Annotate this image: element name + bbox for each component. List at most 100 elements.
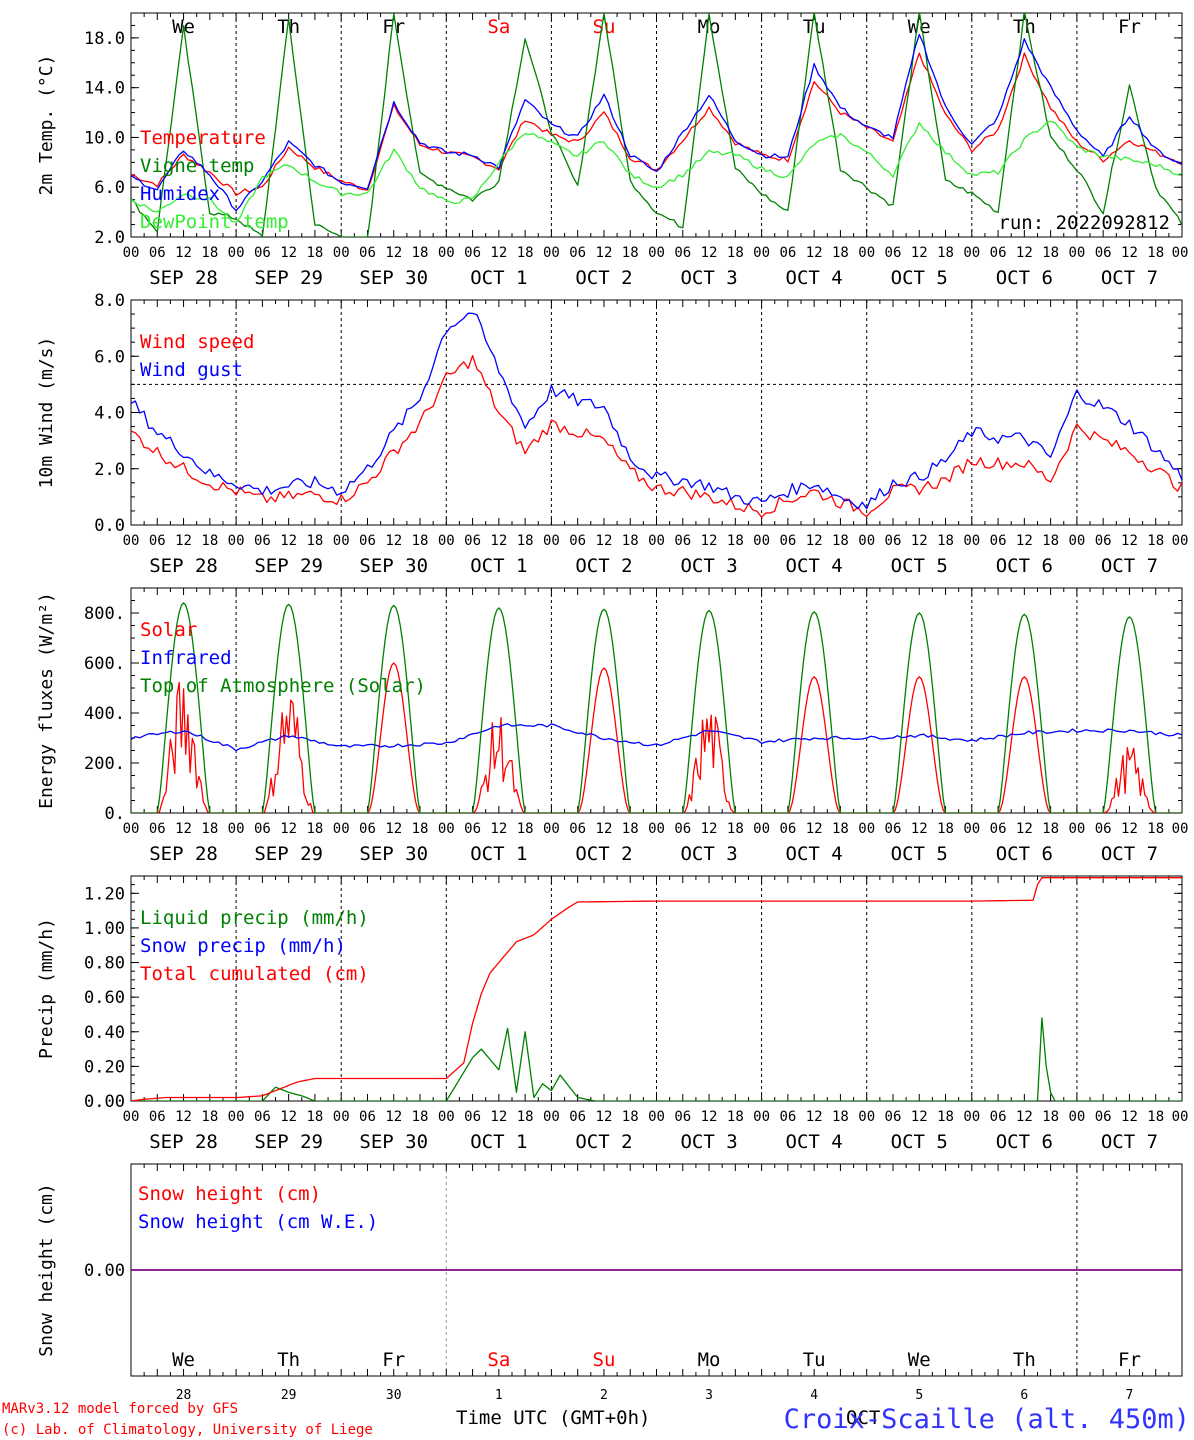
hour-label: 00	[438, 245, 455, 261]
hour-label: 06	[149, 1109, 166, 1125]
hour-label: 06	[779, 533, 796, 549]
y-tick-label: 4.0	[94, 404, 125, 424]
y-axis-label: Precip (mm/h)	[36, 918, 57, 1059]
footer: MARv3.12 model forced by GFS (c) Lab. of…	[2, 1401, 1190, 1438]
date-label: OCT 6	[996, 1131, 1053, 1153]
series-line-solar	[131, 662, 1182, 813]
hour-label: 12	[175, 245, 192, 261]
y-tick-label: 0.00	[84, 1092, 125, 1112]
hour-label: 12	[806, 533, 823, 549]
y-tick-label: 0.20	[84, 1057, 125, 1077]
y-tick-label: 8.0	[94, 291, 125, 311]
date-label: SEP 28	[149, 1131, 218, 1153]
date-label: OCT 1	[470, 1131, 527, 1153]
hour-label: 12	[596, 533, 613, 549]
panel-4: 0.00 0.20 0.40 0.60 0.80 1.00 1.20 Precip (mm/h…	[36, 875, 1188, 1153]
day-of-week-label: Su	[593, 16, 616, 38]
y-tick-label: 600.	[84, 654, 125, 674]
y-tick-label: 1.20	[84, 884, 125, 904]
hour-label: 06	[464, 1109, 481, 1125]
model-credit: MARv3.12 model forced by GFS	[2, 1401, 238, 1417]
hour-label: 18	[937, 533, 954, 549]
hour-label: 06	[885, 1109, 902, 1125]
hour-label: 18	[412, 1109, 429, 1125]
day-number-label: 30	[386, 1388, 402, 1403]
y-tick-label: 400.	[84, 704, 125, 724]
day-number-label: 6	[1020, 1388, 1028, 1403]
hour-label: 12	[1016, 533, 1033, 549]
hour-label: 12	[911, 821, 928, 837]
hour-label: 18	[517, 1109, 534, 1125]
panel-1: 2.0 6.0 10.0 14.0 18.0 2m Temp. (°C) 00 06 12 18 S…	[36, 12, 1188, 289]
hour-label: 06	[359, 821, 376, 837]
hour-label: 18	[832, 821, 849, 837]
y-tick-label: 0.60	[84, 988, 125, 1008]
hour-label: 18	[937, 1109, 954, 1125]
hour-label: 06	[1095, 245, 1112, 261]
date-label: SEP 30	[359, 555, 428, 577]
date-label: SEP 30	[359, 267, 428, 289]
hour-label: 18	[727, 1109, 744, 1125]
day-of-week-label: Th	[277, 1349, 300, 1371]
hour-label: 00	[753, 533, 770, 549]
hour-label: 12	[911, 245, 928, 261]
series-line-humidex	[131, 33, 1182, 212]
hour-label: 06	[149, 245, 166, 261]
hour-label: 06	[990, 821, 1007, 837]
hour-label: 00	[543, 245, 560, 261]
hour-label: 12	[1121, 821, 1138, 837]
hour-label: 06	[885, 533, 902, 549]
hour-label: 06	[990, 1109, 1007, 1125]
hour-label: 06	[359, 1109, 376, 1125]
hour-label: 12	[596, 821, 613, 837]
hour-label: 18	[201, 245, 218, 261]
hour-label: 00	[438, 533, 455, 549]
hour-label: 12	[280, 821, 297, 837]
hour-label: 12	[385, 821, 402, 837]
plot-frame	[130, 587, 1183, 814]
hour-label: 00	[1068, 821, 1085, 837]
hour-label: 18	[832, 533, 849, 549]
hour-label: 00	[1068, 245, 1085, 261]
legend-entry: Vigne temp	[140, 155, 254, 177]
legend-entry: Temperature	[140, 127, 266, 149]
day-of-week-label: Th	[277, 16, 300, 38]
y-axis-label: Snow height (cm)	[36, 1183, 57, 1356]
date-label: OCT 6	[996, 555, 1053, 577]
hour-label: 06	[569, 1109, 586, 1125]
date-label: SEP 28	[149, 267, 218, 289]
date-label: OCT 5	[891, 1131, 948, 1153]
day-of-week-label: Sa	[487, 16, 510, 38]
legend-entry: DewPoint temp	[140, 211, 289, 233]
day-of-week-label: Th	[1013, 1349, 1036, 1371]
legend-entry: Snow precip (mm/h)	[140, 935, 346, 957]
hour-label: 00	[858, 1109, 875, 1125]
hour-label: 12	[701, 821, 718, 837]
run-label: run: 2022092812	[998, 212, 1170, 234]
y-tick-label: 0.0	[94, 516, 125, 536]
date-label: OCT 2	[575, 843, 632, 865]
hour-label: 18	[622, 821, 639, 837]
day-number-label: 28	[176, 1388, 192, 1403]
day-number-label: 4	[810, 1388, 818, 1403]
panel-5: 0.00 Snow height (cm) We 28 Th 29 Fr 30 Sa 1 Su 2 Mo…	[36, 1163, 1183, 1403]
day-of-week-label: We	[908, 1349, 931, 1371]
hour-label: 18	[727, 533, 744, 549]
date-label: SEP 30	[359, 843, 428, 865]
hour-label: 00	[1068, 533, 1085, 549]
legend-entry: Wind speed	[140, 331, 254, 353]
y-tick-label: 0.80	[84, 954, 125, 974]
series-line-liquid-precip-mm-h-	[131, 1017, 1182, 1101]
hour-label: 00	[753, 1109, 770, 1125]
hour-label: 06	[674, 245, 691, 261]
hour-label: 06	[254, 533, 271, 549]
hour-label: 12	[490, 533, 507, 549]
hour-label: 06	[779, 245, 796, 261]
y-tick-label: 0.40	[84, 1023, 125, 1043]
day-number-label: 3	[705, 1388, 713, 1403]
hour-label: 00	[1068, 1109, 1085, 1125]
hour-label: 12	[280, 533, 297, 549]
panel-3: 0. 200. 400. 600. 800. Energy fluxes (W/m²) 00…	[36, 587, 1188, 865]
hour-label: 00	[753, 821, 770, 837]
hour-label: 12	[701, 1109, 718, 1125]
